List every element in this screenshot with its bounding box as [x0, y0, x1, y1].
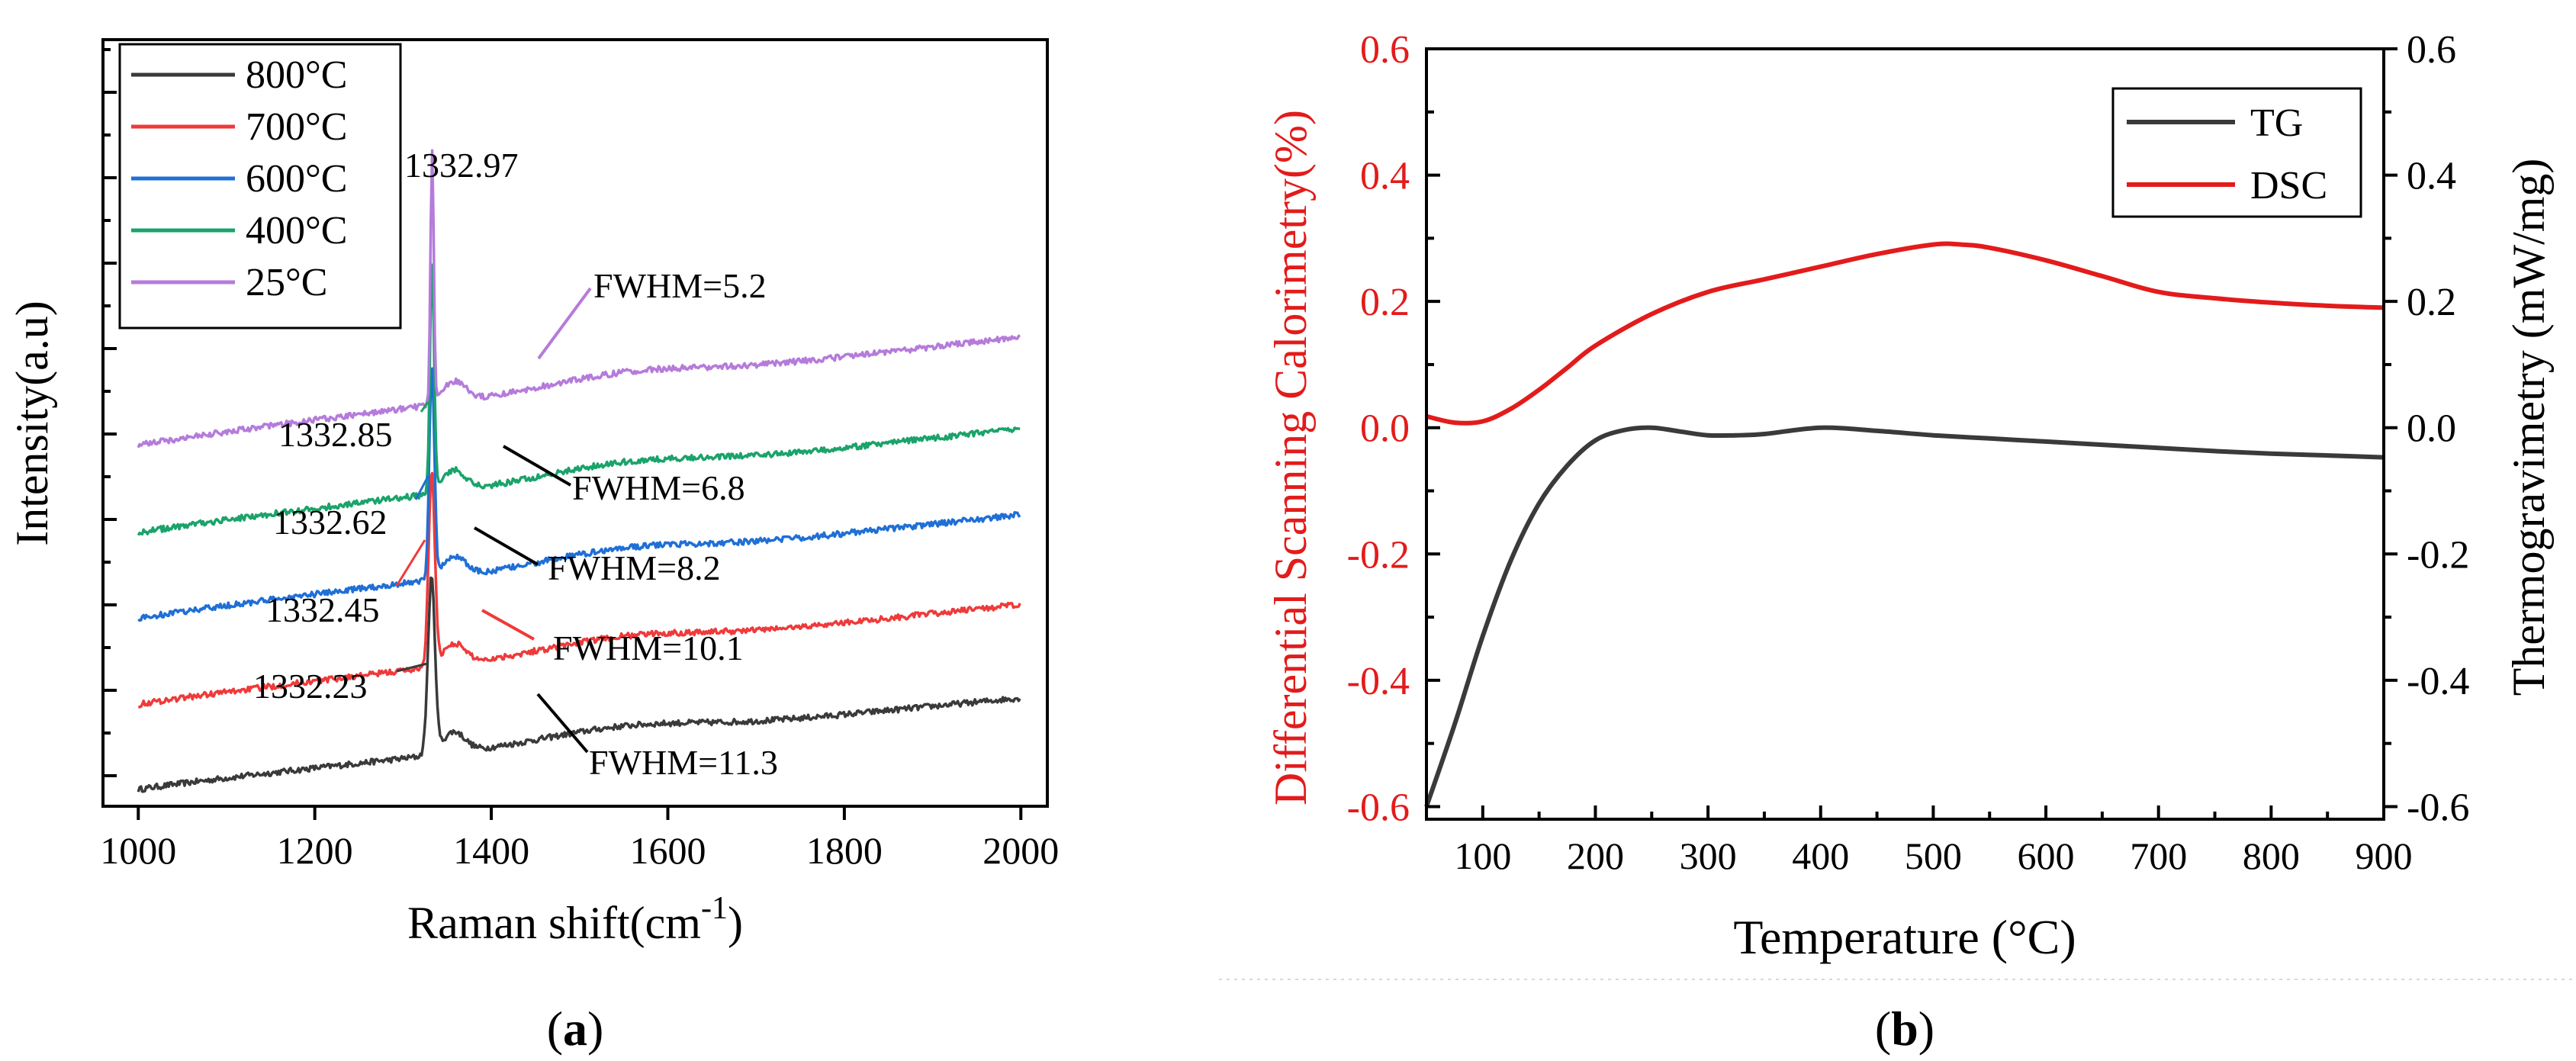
tg-dsc-x-tick-label: 400: [1792, 834, 1849, 877]
tg-dsc-right-y-axis-label: Thermogravimetry (mW/mg): [2504, 159, 2554, 696]
right-y-tick-label: 0.0: [2407, 407, 2456, 451]
fwhm-label-25c: FWHM=5.2: [593, 266, 767, 305]
peak-leader-800c: [396, 662, 428, 673]
tg-dsc-left-y-ticks: -0.6 -0.4 -0.2 0.0 0.2 0.4 0.6: [1347, 28, 1440, 829]
raman-annotations: 1332.97 FWHM=5.2 1332.85 FWHM=6.8 1332.6…: [253, 146, 778, 782]
left-y-tick-label: -0.6: [1347, 786, 1410, 829]
raman-y-ticks: [103, 48, 117, 777]
tg-dsc-legend: TG DSC: [2111, 87, 2362, 218]
fwhm-leader-800c: [536, 693, 589, 754]
raman-y-axis-label: Intensity(a.u): [7, 301, 57, 546]
fwhm-label-800c: FWHM=11.3: [589, 743, 778, 782]
tg-dsc-plot-frame: [1425, 47, 2385, 821]
left-y-tick-label: 0.6: [1360, 28, 1410, 72]
raman-legend-label-t600: 600°C: [246, 157, 347, 201]
peak-leader-700c: [395, 539, 426, 587]
raman-legend-label-t800: 800°C: [246, 53, 347, 97]
peak-leader-400c: [420, 401, 429, 413]
peak-label-800c: 1332.23: [253, 667, 368, 706]
left-y-tick-label: 0.4: [1360, 155, 1410, 198]
peak-leader-600c: [414, 474, 430, 500]
right-y-tick-label: 0.4: [2407, 155, 2456, 198]
raman-x-ticks: 1000 1200 1400 1600 1800 2000: [100, 806, 1059, 872]
left-y-tick-label: -0.2: [1347, 533, 1410, 577]
tg-dsc-x-tick-label: 300: [1680, 834, 1737, 877]
raman-series-t400: [137, 263, 1021, 536]
right-y-tick-label: -0.4: [2407, 660, 2469, 703]
fwhm-label-400c: FWHM=6.8: [572, 468, 745, 507]
raman-x-axis-label: Raman shift(cm-1): [407, 891, 743, 948]
tg-dsc-series-group: [1424, 241, 2385, 808]
fwhm-label-700c: FWHM=10.1: [553, 629, 744, 667]
raman-series-t600: [137, 367, 1021, 622]
tg-dsc-x-tick-label: 700: [2130, 834, 2187, 877]
right-y-tick-label: 0.6: [2407, 28, 2456, 72]
tg-dsc-legend-label-tg: TG: [2250, 101, 2303, 145]
raman-x-tick-label: 1600: [629, 829, 706, 872]
raman-series-group: [137, 149, 1021, 793]
raman-legend-label-t25: 25°C: [246, 261, 327, 304]
raman-legend-label-t400: 400°C: [246, 209, 347, 252]
fwhm-leader-600c: [473, 526, 539, 566]
tg-dsc-x-tick-label: 200: [1567, 834, 1624, 877]
raman-plot-frame: [101, 38, 1049, 808]
peak-label-25c: 1332.97: [404, 146, 519, 185]
left-y-tick-label: 0.0: [1360, 407, 1410, 451]
raman-series-t800: [137, 576, 1021, 793]
right-y-tick-label: 0.2: [2407, 281, 2456, 324]
tg-dsc-legend-box: [2111, 87, 2362, 218]
panel-b-caption: (b): [1875, 1002, 1934, 1056]
tg-dsc-legend-label-dsc: DSC: [2250, 164, 2327, 207]
raman-x-tick-label: 1200: [277, 829, 353, 872]
series-dsc: [1426, 241, 2385, 426]
tg-dsc-left-y-axis-label: Differential Scanning Calorimetry(%): [1265, 110, 1316, 805]
right-y-tick-label: -0.2: [2407, 533, 2469, 577]
raman-x-tick-label: 1400: [453, 829, 529, 872]
tg-dsc-x-tick-label: 100: [1454, 834, 1511, 877]
raman-x-tick-label: 1000: [100, 829, 176, 872]
tg-dsc-x-tick-label: 600: [2018, 834, 2075, 877]
tg-dsc-x-tick-label: 800: [2243, 834, 2300, 877]
tg-dsc-x-tick-label: 500: [1905, 834, 1962, 877]
tg-dsc-right-y-ticks: -0.6 -0.4 -0.2 0.0 0.2 0.4 0.6: [2384, 28, 2469, 829]
raman-x-tick-label: 2000: [982, 829, 1059, 872]
raman-x-tick-label: 1800: [806, 829, 883, 872]
left-y-tick-label: 0.2: [1360, 281, 1410, 324]
left-y-tick-label: -0.4: [1347, 660, 1410, 703]
tg-dsc-x-tick-label: 900: [2356, 834, 2413, 877]
panel-a-raman-chart: 1000 1200 1400 1600 1800 2000 800°C 700°C 600°C…: [7, 38, 1059, 1056]
fwhm-label-600c: FWHM=8.2: [548, 548, 721, 587]
peak-label-600c: 1332.62: [273, 503, 388, 542]
tg-dsc-x-axis-label: Temperature (°C): [1733, 910, 2076, 964]
peak-label-700c: 1332.45: [265, 590, 380, 629]
peak-label-400c: 1332.85: [278, 415, 393, 454]
series-tg: [1424, 425, 2385, 808]
panel-a-caption: (a): [547, 1002, 604, 1056]
fwhm-leader-700c: [481, 609, 535, 641]
raman-series-t25: [137, 149, 1021, 449]
raman-legend: 800°C 700°C 600°C 400°C 25°C: [118, 43, 402, 330]
right-y-tick-label: -0.6: [2407, 786, 2469, 829]
fwhm-leader-400c: [502, 445, 572, 487]
tg-dsc-x-ticks: 100 200 300 400 500 600 700 800 900: [1454, 805, 2413, 877]
fwhm-leader-25c: [537, 287, 592, 360]
raman-legend-label-t700: 700°C: [246, 105, 347, 149]
raman-series-t700: [138, 471, 1021, 709]
panel-b-tg-dsc-chart: 100 200 300 400 500 600 700 800 900 -0.6 -0.4 -0.2…: [1265, 28, 2554, 1056]
